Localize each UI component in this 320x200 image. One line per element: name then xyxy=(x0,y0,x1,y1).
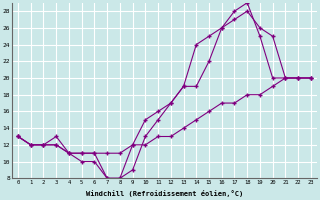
X-axis label: Windchill (Refroidissement éolien,°C): Windchill (Refroidissement éolien,°C) xyxy=(86,190,243,197)
